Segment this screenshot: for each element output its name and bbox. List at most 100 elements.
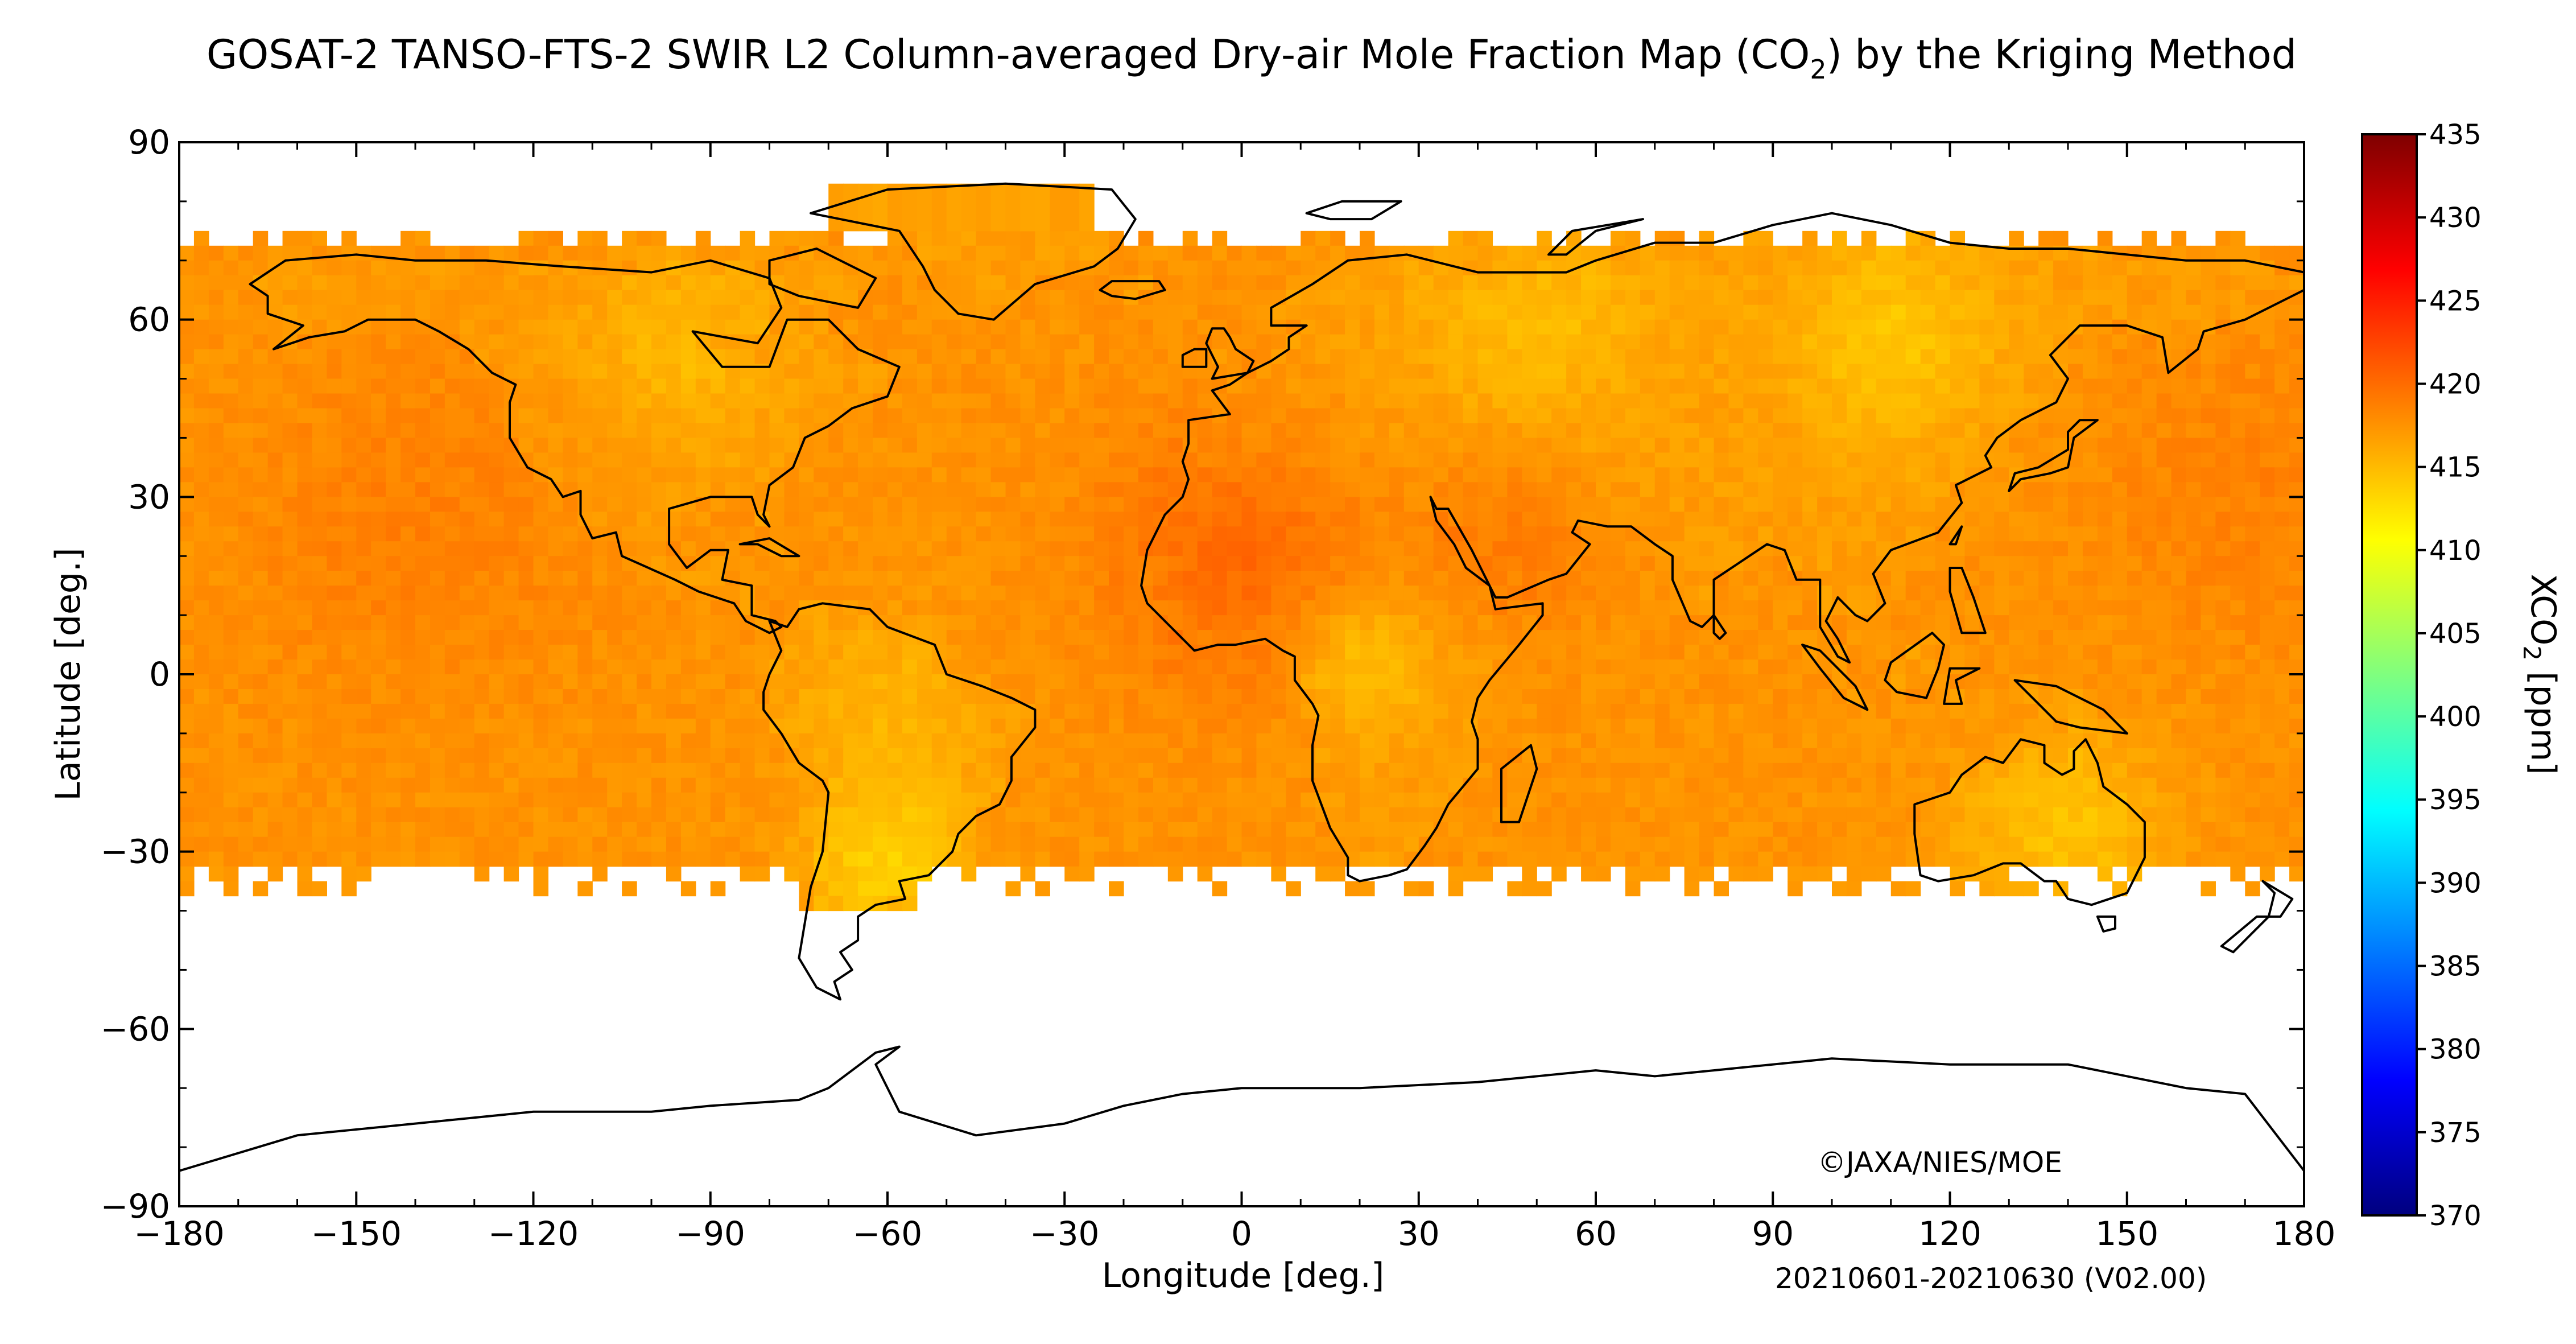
xco2-cell — [2186, 718, 2202, 734]
xco2-cell — [1950, 304, 1966, 320]
xco2-cell — [1094, 334, 1109, 350]
xco2-cell — [1227, 733, 1242, 749]
xco2-cell — [814, 230, 829, 246]
xco2-cell — [740, 482, 756, 497]
xco2-cell — [1271, 423, 1286, 439]
xco2-cell — [533, 556, 549, 571]
xco2-cell — [2141, 600, 2157, 616]
xco2-cell — [2127, 703, 2142, 719]
xco2-cell — [2171, 230, 2187, 246]
xco2-cell — [503, 689, 519, 704]
xco2-cell — [1625, 586, 1641, 601]
xco2-cell — [1124, 349, 1139, 365]
xco2-cell — [371, 600, 386, 616]
xco2-cell — [1684, 645, 1700, 660]
xco2-cell — [1315, 378, 1331, 394]
xco2-cell — [1433, 674, 1449, 690]
xco2-cell — [976, 586, 992, 601]
xco2-cell — [386, 703, 401, 719]
xco2-cell — [1256, 674, 1272, 690]
xco2-cell — [1920, 659, 1936, 675]
xco2-cell — [1654, 364, 1670, 380]
xco2-cell — [1581, 275, 1596, 291]
xco2-cell — [1374, 733, 1390, 749]
xco2-cell — [208, 482, 224, 497]
xco2-cell — [2260, 718, 2275, 734]
xco2-cell — [754, 423, 770, 439]
xco2-cell — [1079, 733, 1095, 749]
xco2-cell — [312, 733, 327, 749]
xco2-cell — [828, 393, 844, 409]
xco2-cell — [637, 467, 652, 483]
xco2-cell — [327, 334, 342, 350]
xco2-cell — [873, 334, 888, 350]
xco2-cell — [1109, 408, 1124, 424]
xco2-cell — [1492, 467, 1508, 483]
xco2-cell — [356, 600, 371, 616]
xco2-cell — [917, 600, 932, 616]
xco2-cell — [312, 378, 327, 394]
xco2-cell — [1167, 438, 1183, 454]
xco2-cell — [917, 290, 932, 306]
xco2-cell — [1669, 408, 1685, 424]
xco2-cell — [887, 393, 903, 409]
xco2-cell — [1773, 304, 1788, 320]
xco2-cell — [1596, 349, 1611, 365]
xco2-cell — [1699, 378, 1715, 394]
xco2-cell — [1890, 615, 1906, 630]
xco2-cell — [341, 408, 357, 424]
xco2-cell — [1301, 230, 1316, 246]
xco2-cell — [1905, 423, 1921, 439]
xco2-cell — [1079, 349, 1095, 365]
xco2-cell — [1477, 349, 1493, 365]
xco2-cell — [1035, 349, 1050, 365]
xco2-cell — [1138, 689, 1154, 704]
xco2-cell — [828, 659, 844, 675]
xco2-cell — [1773, 319, 1788, 335]
xco2-cell — [1920, 512, 1936, 527]
xco2-cell — [474, 571, 490, 586]
xco2-cell — [1994, 600, 2009, 616]
xco2-cell — [1477, 378, 1493, 394]
xco2-cell — [1714, 733, 1729, 749]
xco2-cell — [2171, 423, 2187, 439]
xco2-cell — [2245, 630, 2260, 645]
xco2-cell — [563, 349, 578, 365]
xco2-cell — [990, 659, 1006, 675]
xco2-cell — [2112, 586, 2128, 601]
xco2-cell — [1654, 482, 1670, 497]
xco2-cell — [990, 423, 1006, 439]
xco2-cell — [356, 703, 371, 719]
xco2-cell — [814, 733, 829, 749]
xco2-cell — [2053, 290, 2069, 306]
xco2-cell — [931, 615, 947, 630]
xco2-cell — [223, 586, 239, 601]
xco2-cell — [1950, 733, 1966, 749]
xco2-cell — [179, 733, 195, 749]
xco2-cell — [2038, 290, 2054, 306]
xco2-cell — [489, 674, 505, 690]
xco2-cell — [1625, 600, 1641, 616]
xco2-cell — [873, 526, 888, 542]
xco2-cell — [1890, 600, 1906, 616]
xco2-cell — [1005, 230, 1021, 246]
xco2-cell — [2038, 541, 2054, 556]
xco2-cell — [548, 423, 563, 439]
xco2-cell — [2127, 349, 2142, 365]
xco2-cell — [592, 733, 608, 749]
xco2-cell — [931, 438, 947, 454]
xco2-cell — [444, 378, 460, 394]
xco2-cell — [2289, 245, 2304, 261]
xco2-cell — [1537, 733, 1552, 749]
xco2-cell — [799, 689, 814, 704]
xco2-cell — [1787, 630, 1803, 645]
xco2-cell — [946, 703, 962, 719]
xco2-cell — [1758, 733, 1773, 749]
xco2-cell — [401, 275, 416, 291]
xco2-cell — [2171, 482, 2187, 497]
xco2-cell — [1124, 393, 1139, 409]
xco2-cell — [2009, 703, 2024, 719]
xco2-cell — [2245, 334, 2260, 350]
xco2-cell — [1669, 245, 1685, 261]
xco2-cell — [1360, 630, 1375, 645]
